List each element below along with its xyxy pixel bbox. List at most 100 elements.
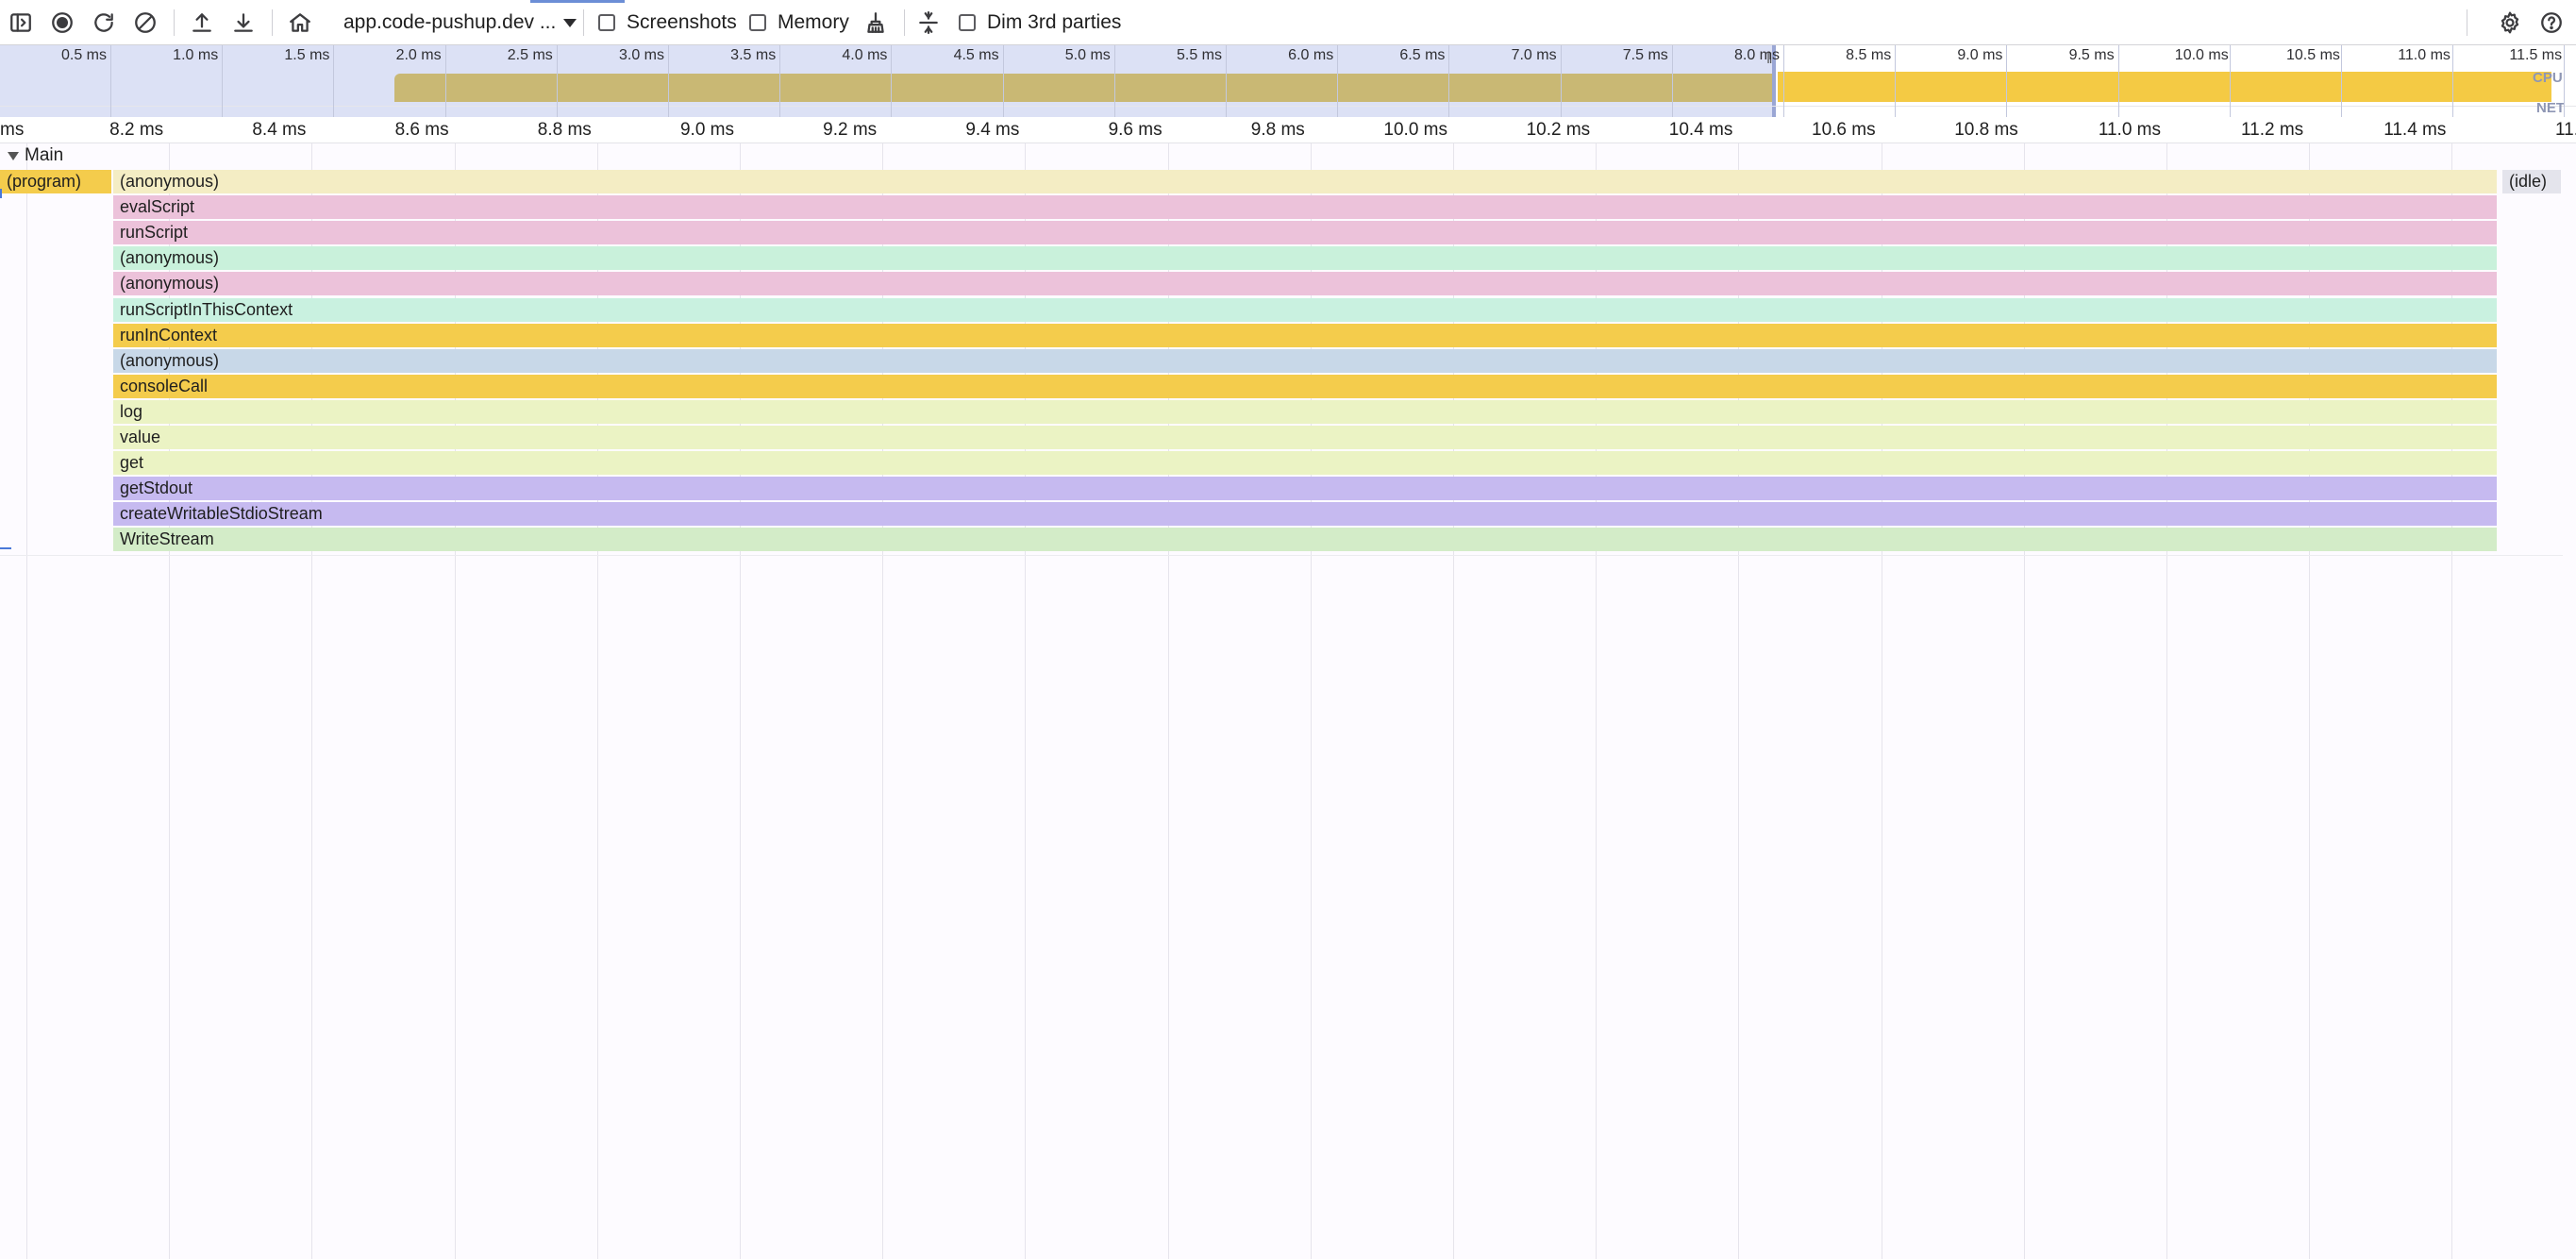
overview-grid-line <box>1671 45 1673 117</box>
toolbar-separator <box>583 9 584 36</box>
timeline-overview[interactable]: ǁ CPU NET 0.5 ms 1.0 ms 1.5 ms 2.0 ms 2.5 ms… <box>0 45 2576 117</box>
chevron-down-icon <box>563 18 577 27</box>
overview-grid-line <box>1337 45 1339 117</box>
overview-grid-line <box>556 45 558 117</box>
flame-entry[interactable]: consoleCall <box>113 374 2497 398</box>
collapse-tracks-button[interactable] <box>912 6 945 40</box>
checkbox-box[interactable] <box>749 14 766 31</box>
flame-entry[interactable]: get <box>113 451 2497 476</box>
ruler-tick-label: 9.2 ms <box>823 120 878 140</box>
timeline-grid-line <box>2023 117 2025 1259</box>
timeline-grid-line <box>1738 117 1740 1259</box>
help-icon <box>2541 12 2562 33</box>
toggle-sidebar-button[interactable] <box>4 6 38 40</box>
ruler-tick-label: 10.6 ms <box>1812 120 1876 140</box>
overview-tick-label: 3.0 ms <box>618 47 664 63</box>
overview-grid-line <box>2341 45 2342 117</box>
load-profile-button[interactable] <box>185 6 219 40</box>
overview-tick-label: 3.5 ms <box>730 47 777 63</box>
cpu-label: CPU <box>2533 70 2563 86</box>
selection-marker <box>0 547 11 549</box>
flame-entry-idle[interactable]: (idle) <box>2502 170 2561 193</box>
timeline-grid-line <box>1167 117 1169 1259</box>
sidebar-toggle-icon <box>10 13 31 32</box>
flame-entry[interactable]: WriteStream <box>113 528 2497 552</box>
overview-tick-label: 8.0 ms <box>1733 47 1780 63</box>
overview-tick-label: 2.0 ms <box>395 47 442 63</box>
overview-grid-line <box>1895 45 1897 117</box>
toolbar-separator <box>272 9 273 36</box>
flame-entry[interactable]: runScriptInThisContext <box>113 297 2497 322</box>
ruler-tick-label: 8.2 ms <box>109 120 164 140</box>
grip-icon[interactable]: ǁ <box>1766 51 1773 67</box>
checkbox-box[interactable] <box>598 14 615 31</box>
main-track-header[interactable]: Main <box>8 143 63 168</box>
ruler-tick-label: 11.4 ms <box>2384 120 2447 140</box>
capture-settings-button[interactable] <box>2493 6 2527 40</box>
flame-entry[interactable]: runScript <box>113 221 2497 245</box>
flame-entry[interactable]: (anonymous) <box>113 246 2497 271</box>
overview-tick-label: 0.5 ms <box>60 47 107 63</box>
ruler-tick-label: 10.0 ms <box>1383 120 1447 140</box>
dim-third-parties-checkbox[interactable]: Dim 3rd parties <box>959 9 1121 36</box>
flame-chart[interactable]: (program) (idle) (anonymous) evalScript ru… <box>0 170 2576 557</box>
overview-grid-line <box>1448 45 1450 117</box>
timeline-grid-line <box>2451 117 2453 1259</box>
overview-tick-label: 6.0 ms <box>1288 47 1334 63</box>
performance-toolbar: app.code-pushup.dev ... Screenshots Memo… <box>0 0 2576 45</box>
ruler-tick-label: 9.6 ms <box>1108 120 1163 140</box>
dim-third-parties-label: Dim 3rd parties <box>987 11 1122 33</box>
overview-grid-line <box>333 45 335 117</box>
overview-grid-line <box>1226 45 1227 117</box>
flame-entry[interactable]: value <box>113 426 2497 449</box>
gear-icon <box>2501 11 2519 34</box>
overview-grid-line <box>2229 45 2231 117</box>
timeline-grid-line <box>26 117 27 1259</box>
flame-entry[interactable]: (anonymous) <box>113 348 2497 373</box>
timeline-grid-line <box>882 117 884 1259</box>
ruler-tick-label: ms <box>0 120 25 140</box>
track-divider <box>0 555 2563 556</box>
flame-entry[interactable]: (anonymous) <box>113 272 2497 296</box>
flame-entry[interactable]: (anonymous) <box>113 170 2497 193</box>
flame-entry[interactable]: runInContext <box>113 323 2497 347</box>
checkbox-box[interactable] <box>959 14 976 31</box>
overview-selection-handle[interactable] <box>1772 45 1776 117</box>
expand-triangle-icon[interactable] <box>8 151 19 160</box>
flame-entry[interactable]: evalScript <box>113 195 2497 220</box>
help-button[interactable] <box>2534 6 2568 40</box>
reload-and-record-button[interactable] <box>87 6 121 40</box>
flame-entry[interactable]: getStdout <box>113 477 2497 501</box>
save-profile-button[interactable] <box>226 6 260 40</box>
ruler-tick-label: 8.6 ms <box>394 120 449 140</box>
recording-select[interactable]: app.code-pushup.dev ... <box>343 8 577 38</box>
record-button[interactable] <box>45 6 79 40</box>
clear-icon <box>135 12 156 33</box>
flame-entry-program[interactable]: (program) <box>0 170 111 193</box>
overview-grid-line <box>2564 45 2566 117</box>
overview-tick-label: 11.5 ms <box>2509 47 2563 63</box>
screenshots-checkbox[interactable]: Screenshots <box>598 9 737 36</box>
overview-grid-line <box>444 45 446 117</box>
overview-tick-label: 1.0 ms <box>173 47 219 63</box>
toolbar-separator <box>174 9 175 36</box>
net-label: NET <box>2536 100 2565 116</box>
ruler-tick-label: 10.8 ms <box>1954 120 2018 140</box>
collect-garbage-button[interactable] <box>859 6 893 40</box>
memory-checkbox[interactable]: Memory <box>749 9 849 36</box>
overview-grid-line <box>2452 45 2454 117</box>
flame-entry[interactable]: createWritableStdioStream <box>113 502 2497 527</box>
overview-tick-label: 7.0 ms <box>1511 47 1557 63</box>
ruler-tick-label: 11.6 <box>2555 120 2576 140</box>
overview-grid-line <box>1560 45 1562 117</box>
home-button[interactable] <box>283 6 317 40</box>
flame-entry[interactable]: log <box>113 399 2497 424</box>
timeline-grid-line <box>1453 117 1454 1259</box>
broom-icon <box>867 12 884 33</box>
overview-grid-line <box>1002 45 1004 117</box>
timeline-grid-line <box>596 117 598 1259</box>
ruler-tick-label: 10.2 ms <box>1526 120 1591 140</box>
clear-button[interactable] <box>128 6 162 40</box>
overview-tick-label: 10.0 ms <box>2174 47 2229 63</box>
timeline-ruler[interactable]: ms 8.2 ms 8.4 ms 8.6 ms 8.8 ms 9.0 ms 9.2 ms 9.… <box>0 117 2576 143</box>
